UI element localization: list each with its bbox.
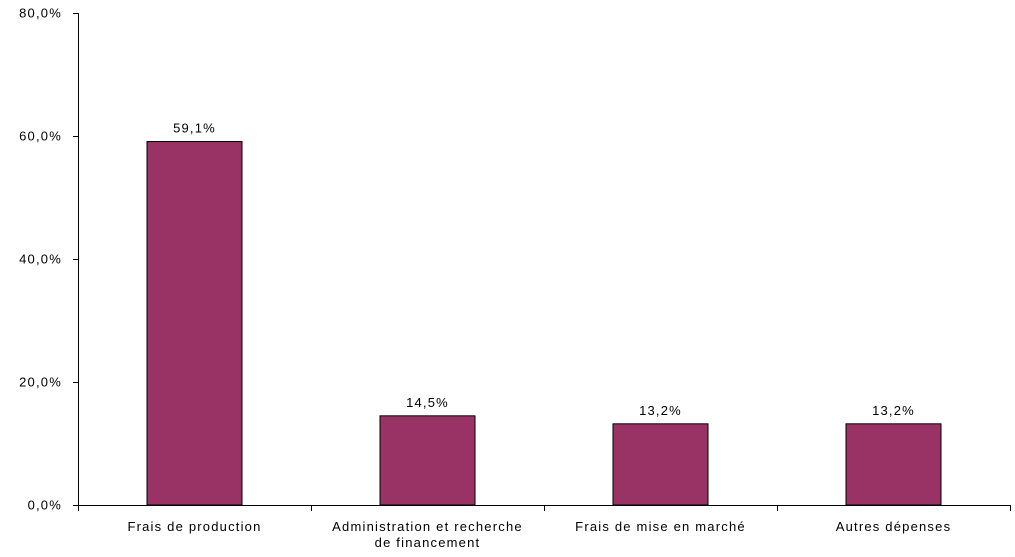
bar [845,423,942,506]
y-tick-label: 40,0% [19,252,62,267]
y-tick-label: 20,0% [19,375,62,390]
data-label: 13,2% [639,403,682,418]
data-label: 14,5% [406,395,449,410]
labels: 0,0% 20,0% 40,0% 60,0% 80,0% 59,1% Frais de pr… [19,6,952,551]
data-label: 13,2% [872,403,915,418]
y-tick-label: 60,0% [19,129,62,144]
x-tick-label: Autres dépenses [836,519,952,534]
y-tick-label: 0,0% [28,498,62,513]
x-tick-label: Frais de production [127,519,261,534]
data-label: 59,1% [173,121,216,136]
x-tick-label: Frais de mise en marché [575,519,746,534]
x-tick-label: Administration et recherche de financemen… [332,519,523,550]
y-tick-label: 80,0% [19,6,62,21]
bars [146,141,942,506]
bar [612,423,709,506]
bar [379,415,476,506]
bar [146,141,243,506]
